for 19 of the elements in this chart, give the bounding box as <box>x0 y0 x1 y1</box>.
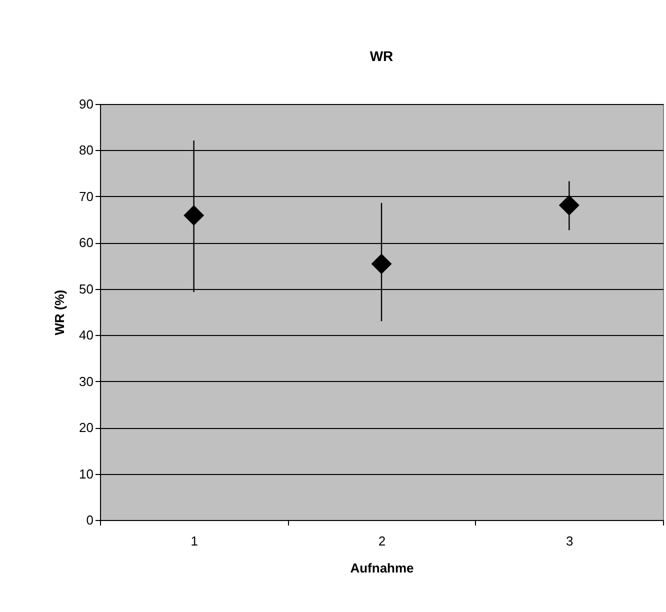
x-tick-label: 1 <box>190 534 198 548</box>
y-tick-label: 80 <box>79 142 94 158</box>
y-tick-label: 10 <box>79 466 94 482</box>
y-tick-label: 30 <box>79 374 94 389</box>
y-tick-label: 90 <box>79 96 94 112</box>
chart-title: WR <box>370 48 394 64</box>
y-tick-label: 50 <box>79 281 94 296</box>
y-tick-label: 20 <box>79 420 94 436</box>
y-tick-label: 0 <box>86 512 94 528</box>
point <box>184 205 204 226</box>
x-tick-label: 3 <box>566 534 574 548</box>
y-tick-label: 60 <box>79 235 94 250</box>
x-tick-label: 2 <box>378 534 386 548</box>
point <box>371 254 392 274</box>
x-axis-title: Aufnahme <box>350 560 414 576</box>
y-tick-label: 70 <box>79 188 94 204</box>
point <box>558 194 580 216</box>
y-axis-title: WR (%) <box>52 290 68 336</box>
y-tick-label: 40 <box>79 328 94 343</box>
